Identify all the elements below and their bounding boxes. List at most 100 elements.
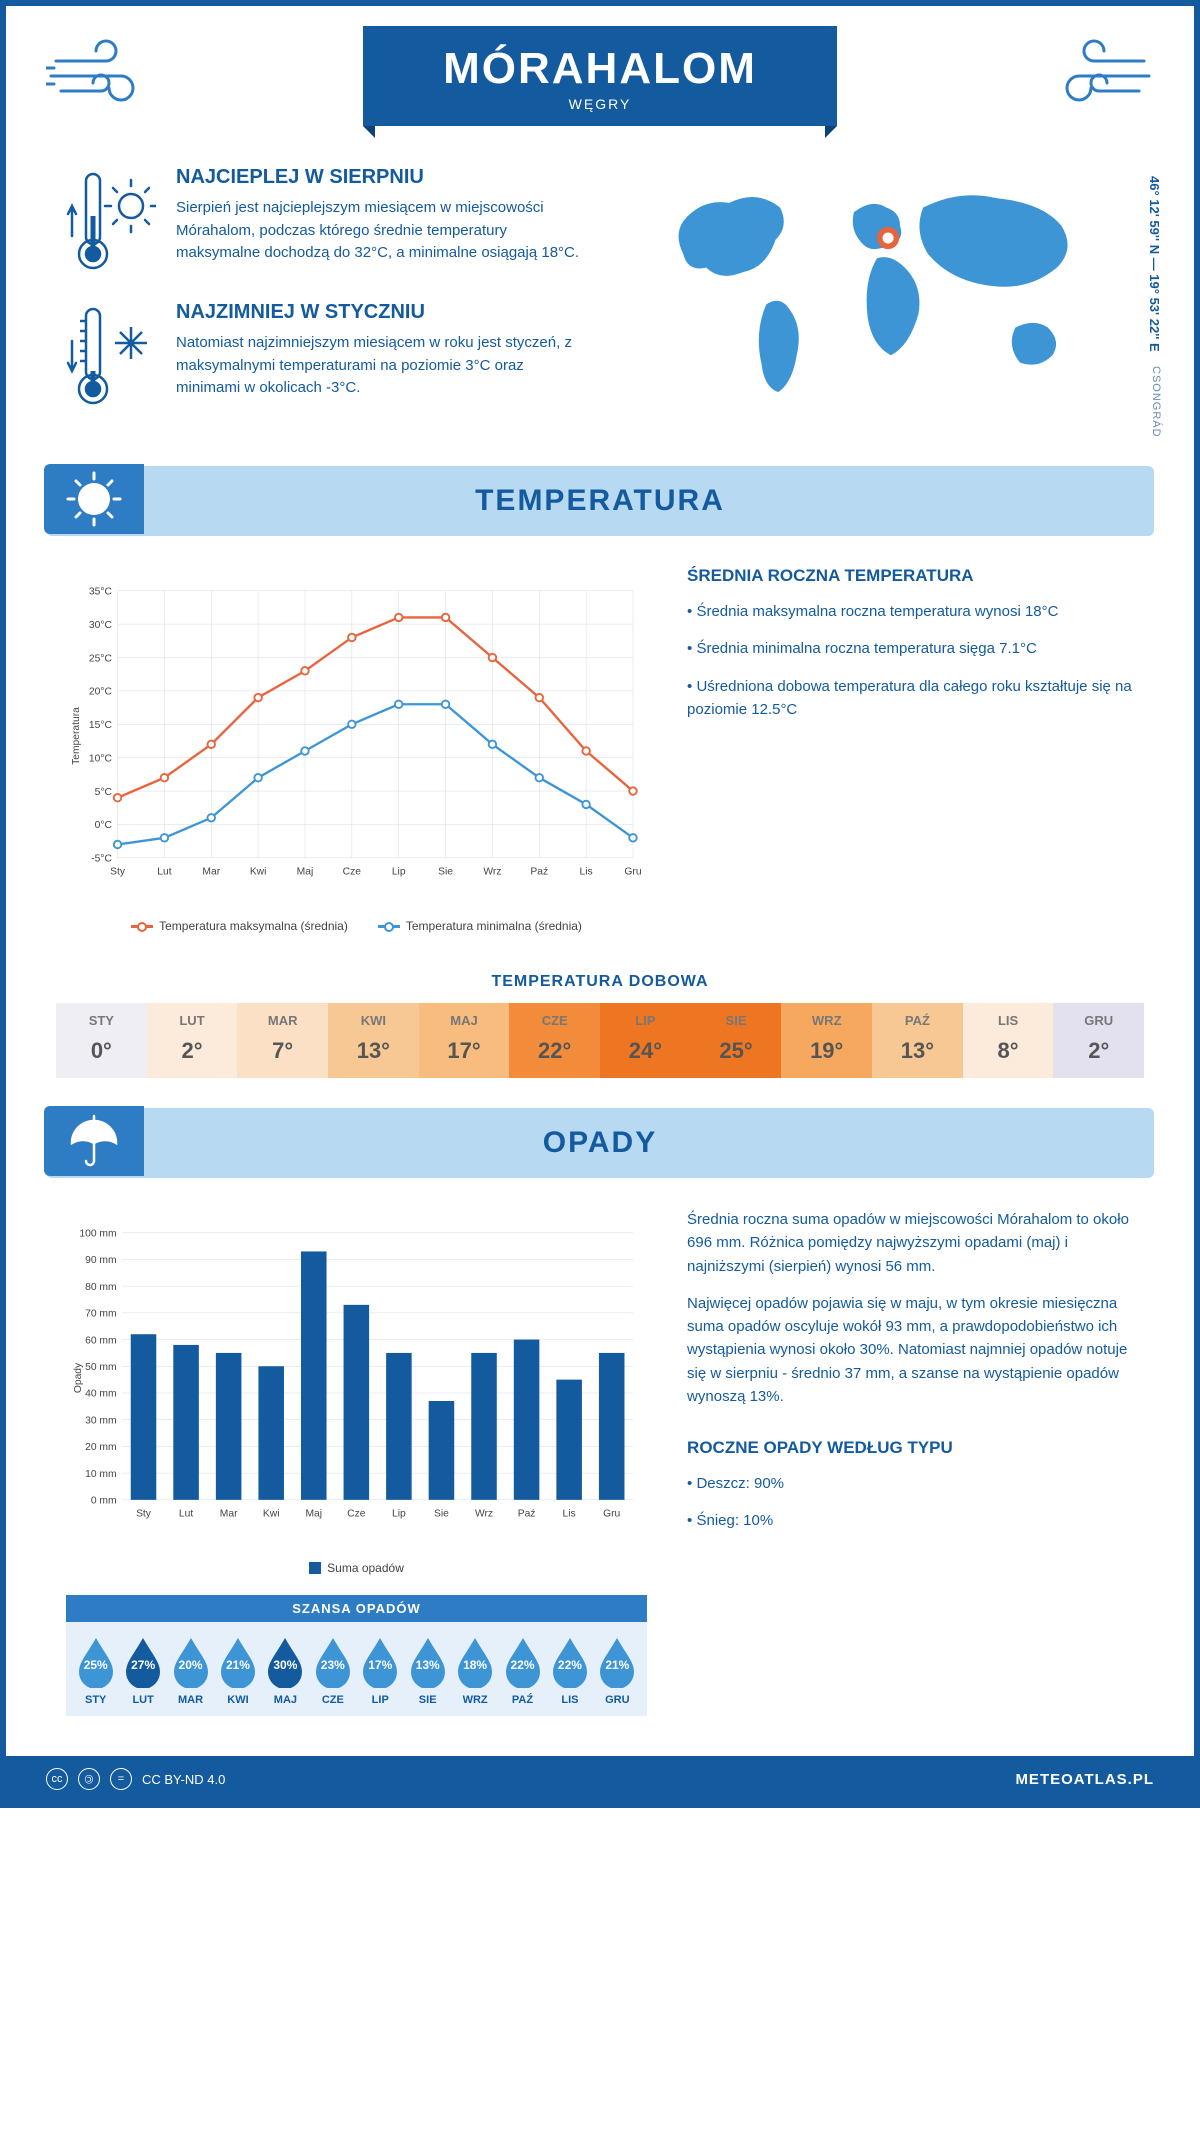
- page: MÓRAHALOM WĘGRY NAJCIEP: [0, 0, 1200, 1808]
- temp-summary-item-2: • Uśredniona dobowa temperatura dla całe…: [687, 675, 1134, 722]
- chance-grid: 25% STY 27% LUT 20% MAR 21% KWI 30% MAJ …: [66, 1622, 647, 1716]
- raindrop-icon: 21%: [596, 1636, 638, 1688]
- daily-value: 8°: [963, 1038, 1054, 1064]
- daily-value: 7°: [237, 1038, 328, 1064]
- temperature-title: TEMPERATURA: [64, 484, 1136, 518]
- svg-text:0°C: 0°C: [95, 820, 113, 831]
- svg-text:80 mm: 80 mm: [85, 1282, 116, 1293]
- daily-cell: STY0°: [56, 1003, 147, 1078]
- svg-text:Paź: Paź: [518, 1509, 536, 1520]
- daily-month: GRU: [1053, 1013, 1144, 1028]
- wind-icon-right: [1034, 36, 1154, 116]
- chance-cell: 27% LUT: [119, 1636, 166, 1706]
- svg-text:Lis: Lis: [580, 867, 593, 878]
- daily-cell: WRZ19°: [781, 1003, 872, 1078]
- legend-max-label: Temperatura maksymalna (średnia): [159, 919, 348, 933]
- daily-cell: LUT2°: [147, 1003, 238, 1078]
- svg-text:70 mm: 70 mm: [85, 1309, 116, 1320]
- umbrella-icon-wrap: [44, 1106, 144, 1176]
- svg-text:Lip: Lip: [392, 867, 406, 878]
- temperature-chart-column: -5°C0°C5°C10°C15°C20°C25°C30°C35°CStyLut…: [66, 566, 647, 933]
- cc-icon: cc: [46, 1768, 68, 1790]
- chance-header: SZANSA OPADÓW: [66, 1595, 647, 1622]
- svg-text:30°C: 30°C: [89, 620, 113, 631]
- svg-text:90 mm: 90 mm: [85, 1255, 116, 1266]
- svg-text:Lip: Lip: [392, 1509, 406, 1520]
- sun-icon: [64, 469, 124, 529]
- raindrop-icon: 20%: [170, 1636, 212, 1688]
- svg-text:10°C: 10°C: [89, 753, 113, 764]
- daily-cell: GRU 2°: [1053, 1003, 1144, 1078]
- daily-value: 2°: [1053, 1038, 1144, 1064]
- temp-summary-item-1: • Średnia minimalna roczna temperatura s…: [687, 637, 1134, 660]
- svg-text:100 mm: 100 mm: [79, 1228, 116, 1239]
- warmest-text: Sierpień jest najcieplejszym miesiącem w…: [176, 197, 580, 265]
- svg-text:Gru: Gru: [603, 1509, 620, 1520]
- svg-text:Mar: Mar: [220, 1509, 238, 1520]
- svg-text:Cze: Cze: [343, 867, 362, 878]
- svg-text:Temperatura: Temperatura: [71, 707, 82, 765]
- legend-min-label: Temperatura minimalna (średnia): [406, 919, 582, 933]
- svg-text:Maj: Maj: [305, 1509, 322, 1520]
- precipitation-title: OPADY: [64, 1126, 1136, 1160]
- footer-site: METEOATLAS.PL: [1015, 1771, 1154, 1788]
- chance-month: MAJ: [262, 1694, 309, 1706]
- raindrop-icon: 22%: [549, 1636, 591, 1688]
- chance-month: KWI: [214, 1694, 261, 1706]
- chance-value: 30%: [273, 1658, 297, 1672]
- precipitation-section-header: OPADY: [46, 1108, 1154, 1178]
- daily-cell: SIE25°: [691, 1003, 782, 1078]
- svg-text:Sie: Sie: [438, 867, 453, 878]
- chance-month: PAŹ: [499, 1694, 546, 1706]
- page-footer: cc 🄯 = CC BY-ND 4.0 METEOATLAS.PL: [6, 1756, 1194, 1802]
- coldest-block: NAJZIMNIEJ W STYCZNIU Natomiast najzimni…: [66, 301, 580, 411]
- daily-value: 13°: [872, 1038, 963, 1064]
- chance-cell: 22% PAŹ: [499, 1636, 546, 1706]
- precip-type-title: ROCZNE OPADY WEDŁUG TYPU: [687, 1438, 1134, 1458]
- chance-value: 18%: [463, 1658, 487, 1672]
- svg-text:Sie: Sie: [434, 1509, 449, 1520]
- intro-text-column: NAJCIEPLEJ W SIERPNIU Sierpień jest najc…: [66, 166, 580, 436]
- svg-text:Wrz: Wrz: [475, 1509, 493, 1520]
- chance-value: 21%: [226, 1658, 250, 1672]
- precip-summary-p1: Średnia roczna suma opadów w miejscowośc…: [687, 1208, 1134, 1278]
- precipitation-chart-column: 0 mm10 mm20 mm30 mm40 mm50 mm60 mm70 mm8…: [66, 1208, 647, 1716]
- precipitation-body: 0 mm10 mm20 mm30 mm40 mm50 mm60 mm70 mm8…: [6, 1198, 1194, 1736]
- region-label: CSONGRÁD: [1150, 366, 1162, 438]
- chance-cell: 13% SIE: [404, 1636, 451, 1706]
- coldest-title: NAJZIMNIEJ W STYCZNIU: [176, 301, 580, 324]
- daily-cell: LIS 8°: [963, 1003, 1054, 1078]
- umbrella-icon: [64, 1111, 124, 1171]
- chance-value: 13%: [416, 1658, 440, 1672]
- chance-month: LIP: [357, 1694, 404, 1706]
- temperature-line-chart: -5°C0°C5°C10°C15°C20°C25°C30°C35°CStyLut…: [66, 566, 647, 906]
- chance-month: WRZ: [451, 1694, 498, 1706]
- svg-text:10 mm: 10 mm: [85, 1469, 116, 1480]
- daily-cell: PAŹ13°: [872, 1003, 963, 1078]
- svg-text:Mar: Mar: [202, 867, 220, 878]
- chance-month: GRU: [594, 1694, 641, 1706]
- nd-icon: =: [110, 1768, 132, 1790]
- svg-text:15°C: 15°C: [89, 720, 113, 731]
- daily-month: LIS: [963, 1013, 1054, 1028]
- license-label: CC BY-ND 4.0: [142, 1772, 225, 1787]
- chance-month: LIS: [546, 1694, 593, 1706]
- legend-max: .legend-swatch[style*='e8643c']::after{b…: [131, 919, 348, 933]
- chance-month: MAR: [167, 1694, 214, 1706]
- svg-text:5°C: 5°C: [95, 787, 113, 798]
- intro-section: NAJCIEPLEJ W SIERPNIU Sierpień jest najc…: [6, 136, 1194, 456]
- daily-month: SIE: [691, 1013, 782, 1028]
- chance-value: 22%: [510, 1658, 534, 1672]
- chance-cell: 22% LIS: [546, 1636, 593, 1706]
- page-header: MÓRAHALOM WĘGRY: [6, 6, 1194, 136]
- location-marker: [880, 230, 897, 247]
- daily-month: MAJ: [419, 1013, 510, 1028]
- chance-value: 25%: [84, 1658, 108, 1672]
- daily-month: CZE: [509, 1013, 600, 1028]
- daily-month: WRZ: [781, 1013, 872, 1028]
- daily-value: 17°: [419, 1038, 510, 1064]
- chance-value: 20%: [179, 1658, 203, 1672]
- daily-cell: MAJ 17°: [419, 1003, 510, 1078]
- legend-min: .legend-swatch[style*='3d95d6']::after{b…: [378, 919, 582, 933]
- daily-value: 24°: [600, 1038, 691, 1064]
